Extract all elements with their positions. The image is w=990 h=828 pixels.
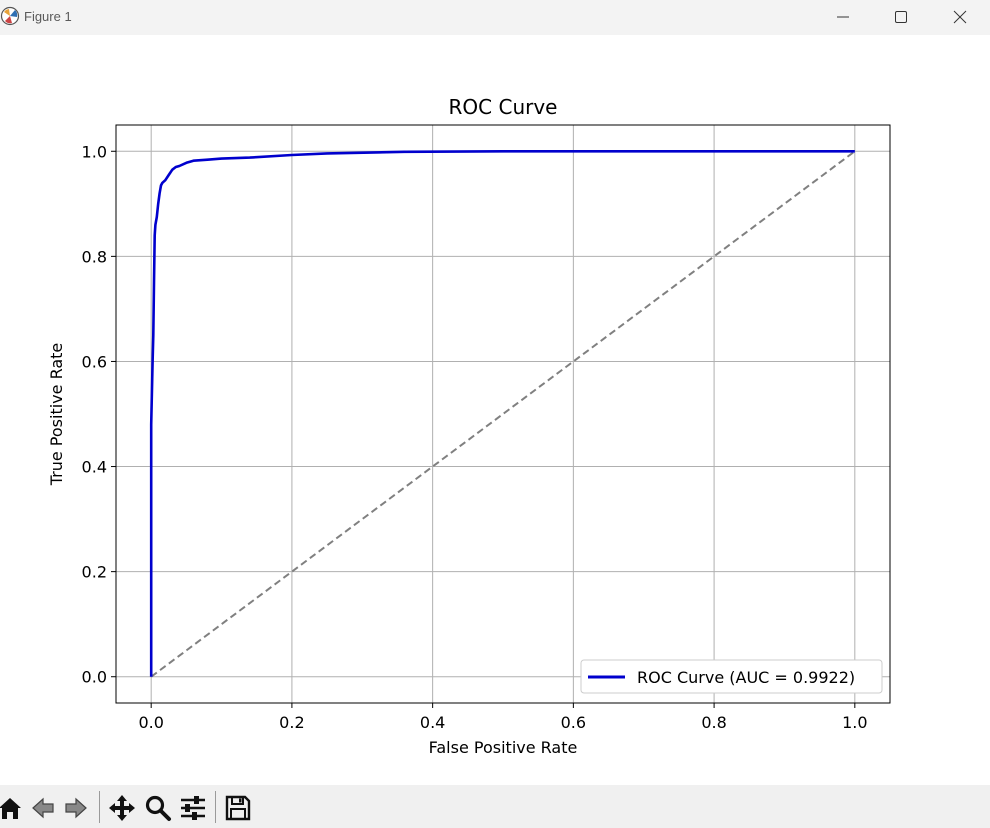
maximize-button[interactable] (878, 0, 924, 35)
pan-icon (109, 795, 135, 821)
toolbar-separator (99, 791, 100, 823)
ticks: 0.0 0.2 0.4 0.6 0.8 1.0 0.0 0.2 0.4 0.6 0.8 1.0 (82, 142, 868, 732)
x-tick-label: 0.6 (561, 713, 586, 732)
window-title: Figure 1 (24, 9, 72, 24)
home-icon (0, 798, 21, 819)
y-axis-label: True Positive Rate (47, 343, 66, 487)
minimize-button[interactable] (820, 0, 866, 35)
legend-box (580, 659, 883, 694)
figure-canvas[interactable]: 0.0 0.2 0.4 0.6 0.8 1.0 0.0 0.2 0.4 0.6 0.8 1.0 ROC… (0, 35, 990, 785)
configure-subplots-icon (181, 796, 205, 820)
x-tick-label: 0.8 (701, 713, 726, 732)
configure-subplots-button[interactable] (179, 794, 209, 822)
roc-chart: 0.0 0.2 0.4 0.6 0.8 1.0 0.0 0.2 0.4 0.6 0.8 1.0 ROC… (47, 95, 891, 757)
forward-button[interactable] (62, 794, 92, 822)
y-tick-label: 1.0 (82, 142, 107, 161)
x-tick-label: 0.2 (279, 713, 304, 732)
zoom-button[interactable] (144, 794, 174, 822)
pan-button[interactable] (108, 794, 138, 822)
maximize-icon (895, 11, 907, 23)
x-tick-label: 1.0 (842, 713, 867, 732)
legend-entry: ROC Curve (AUC = 0.9922) (637, 668, 855, 687)
y-tick-label: 0.2 (82, 563, 107, 582)
x-axis-label: False Positive Rate (429, 738, 578, 757)
y-tick-label: 0.6 (82, 352, 107, 371)
y-tick-label: 0.8 (82, 247, 107, 266)
zoom-icon (145, 795, 171, 821)
matplotlib-icon (0, 6, 20, 26)
roc-curve-line (149, 150, 855, 677)
forward-icon (65, 797, 87, 819)
save-icon (225, 795, 251, 821)
x-tick-label: 0.4 (420, 713, 445, 732)
close-button[interactable] (937, 0, 983, 35)
diagonal-reference-line (150, 150, 856, 678)
window-titlebar: Figure 1 (0, 0, 990, 35)
legend: ROC Curve (AUC = 0.9922) (580, 659, 883, 694)
axes-frame (115, 124, 891, 704)
chart-title: ROC Curve (449, 95, 558, 119)
minimize-icon (837, 16, 849, 18)
y-tick-label: 0.0 (82, 668, 107, 687)
x-tick-label: 0.0 (138, 713, 163, 732)
plot-series (149, 150, 856, 678)
back-button[interactable] (29, 794, 59, 822)
close-icon (953, 10, 967, 24)
home-button[interactable] (0, 794, 26, 822)
navigation-toolbar (0, 785, 990, 828)
toolbar-separator (215, 791, 216, 823)
save-button[interactable] (224, 794, 254, 822)
y-tick-label: 0.4 (82, 458, 107, 477)
back-icon (32, 797, 54, 819)
